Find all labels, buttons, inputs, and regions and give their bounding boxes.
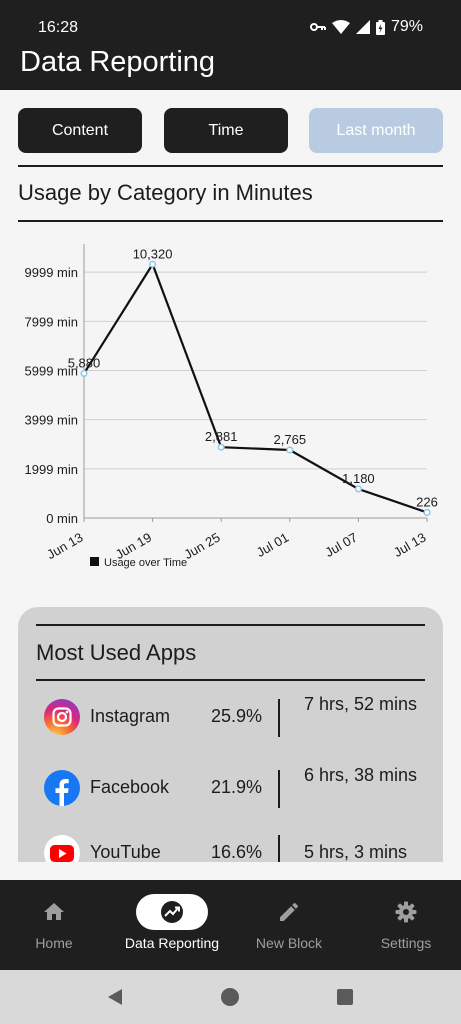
instagram-icon — [44, 699, 80, 735]
app-name: Facebook — [90, 777, 170, 797]
app-usage-time: 5 hrs, 3 mins — [304, 842, 408, 862]
app-name: YouTube — [90, 842, 161, 862]
home-circle-icon[interactable] — [220, 987, 240, 1007]
time-filter-button[interactable]: Time — [164, 108, 288, 153]
y-tick-label: 1999 min — [25, 462, 78, 477]
data-point — [217, 443, 225, 451]
usage-line-chart: 0 min 1999 min 3999 min 5999 min 7999 min 999… — [25, 244, 438, 569]
nav-label: Data Reporting — [124, 935, 220, 951]
gear-icon — [370, 894, 442, 930]
data-label: 1,180 — [342, 471, 375, 486]
app-usage-time: 6 hrs, 38 mins — [304, 765, 418, 785]
status-time: 16:28 — [38, 19, 79, 36]
pencil-icon — [253, 894, 325, 930]
card-divider — [36, 679, 425, 681]
cell-signal-icon — [355, 20, 370, 34]
x-tick-label: Jul 07 — [322, 530, 360, 560]
nav-data-reporting[interactable]: Data Reporting — [122, 880, 222, 970]
youtube-icon — [44, 835, 80, 862]
app-usage-time: 7 hrs, 52 mins — [304, 694, 418, 714]
nav-label: New Block — [255, 935, 323, 951]
app-percent: 16.6% — [211, 842, 263, 862]
y-tick-label: 9999 min — [25, 265, 78, 280]
data-label: 10,320 — [133, 246, 173, 261]
data-label: 226 — [416, 494, 438, 509]
last-month-filter-button[interactable]: Last month — [309, 108, 443, 153]
chart-grid — [84, 271, 427, 519]
app-bar: Data Reporting — [0, 44, 461, 90]
status-bar: 16:28 79% — [0, 0, 461, 44]
data-label: 5,880 — [68, 355, 101, 370]
series-line — [83, 261, 428, 514]
back-icon[interactable] — [106, 988, 124, 1006]
chart-axes: 0 min 1999 min 3999 min 5999 min 7999 min 999… — [25, 244, 429, 562]
data-reporting-icon — [136, 894, 208, 930]
chart-labels: 5,880 10,320 2,881 2,765 1,180 226 — [68, 246, 438, 509]
main-content[interactable]: Content Time Last month Usage by Categor… — [0, 90, 461, 862]
most-used-apps-card: Most Used Apps Instagram 25.9% 7 hrs, 52… — [18, 607, 443, 862]
legend-label: Usage over Time — [104, 557, 187, 569]
battery-icon — [375, 19, 385, 35]
data-label: 2,765 — [274, 432, 307, 447]
app-percent: 21.9% — [211, 777, 263, 797]
nav-label: Settings — [380, 935, 432, 951]
chart-series — [80, 260, 431, 516]
most-used-apps-title: Most Used Apps — [36, 640, 197, 665]
facebook-icon — [44, 770, 80, 806]
content-filter-button[interactable]: Content — [18, 108, 142, 153]
app-name: Instagram — [90, 706, 171, 726]
bottom-navigation: Home Data Reporting New Block — [0, 880, 461, 970]
x-tick-label: Jun 25 — [181, 530, 222, 563]
app-row-instagram[interactable]: Instagram 25.9% 7 hrs, 52 mins — [18, 694, 443, 737]
app-percent: 25.9% — [211, 706, 263, 726]
x-tick-label: Jul 13 — [391, 530, 429, 560]
page-title: Data Reporting — [20, 46, 216, 78]
wifi-icon — [331, 20, 350, 34]
divider — [18, 220, 443, 222]
app-row-facebook[interactable]: Facebook 21.9% 6 hrs, 38 mins — [18, 765, 443, 808]
system-navigation-bar — [0, 970, 461, 1024]
y-tick-label: 5999 min — [25, 364, 78, 379]
nav-new-block[interactable]: New Block — [253, 880, 325, 970]
nav-settings[interactable]: Settings — [370, 880, 442, 970]
section-title: Usage by Category in Minutes — [18, 180, 313, 205]
y-tick-label: 3999 min — [25, 413, 78, 428]
separator — [278, 770, 280, 808]
data-label: 2,881 — [205, 429, 238, 444]
data-point — [354, 485, 362, 493]
card-divider — [36, 624, 425, 626]
status-icons: 79% — [309, 18, 423, 36]
separator — [278, 835, 280, 862]
data-point — [80, 369, 88, 377]
x-tick-label: Jul 01 — [254, 530, 292, 560]
y-tick-label: 7999 min — [25, 314, 78, 329]
home-icon — [18, 894, 90, 930]
data-point — [149, 260, 157, 268]
data-point — [423, 508, 431, 516]
separator — [278, 699, 280, 737]
divider — [18, 165, 443, 167]
battery-percent: 79% — [390, 18, 423, 35]
y-tick-label: 0 min — [46, 511, 78, 526]
chart-legend: Usage over Time — [90, 557, 187, 569]
legend-swatch — [90, 557, 99, 566]
vpn-key-icon — [309, 23, 326, 31]
app-row-youtube[interactable]: YouTube 16.6% 5 hrs, 3 mins — [18, 833, 443, 862]
recents-icon[interactable] — [336, 988, 354, 1006]
nav-home[interactable]: Home — [18, 880, 90, 970]
x-tick-label: Jun 13 — [44, 530, 85, 563]
data-point — [286, 446, 294, 454]
nav-label: Home — [35, 935, 73, 951]
